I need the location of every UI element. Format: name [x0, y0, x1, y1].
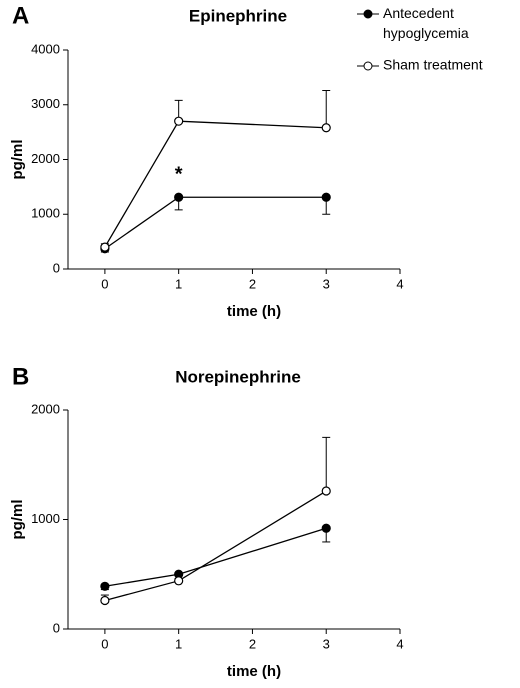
series-line — [104, 196, 327, 250]
legend-marker — [363, 9, 373, 19]
y-tick-label: 4000 — [31, 41, 60, 56]
x-tick-label: 4 — [396, 276, 403, 291]
chart-title: Epinephrine — [189, 6, 287, 25]
annotation: * — [175, 164, 183, 186]
series-line — [104, 490, 327, 602]
data-point — [174, 116, 184, 126]
panel-label: A — [12, 2, 29, 29]
series-line — [104, 120, 327, 248]
data-point — [100, 581, 110, 591]
x-tick-label: 0 — [101, 636, 108, 651]
x-tick-label: 2 — [249, 636, 256, 651]
x-tick-label: 0 — [101, 276, 108, 291]
x-tick-label: 2 — [249, 276, 256, 291]
data-point — [174, 192, 184, 202]
x-axis-label: time (h) — [227, 663, 281, 680]
chart-title: Norepinephrine — [175, 367, 301, 386]
y-tick-label: 1000 — [31, 511, 60, 526]
y-axis-label: pg/ml — [9, 500, 26, 540]
series-line — [104, 527, 327, 587]
data-point — [321, 523, 331, 533]
panel-label: B — [12, 363, 29, 390]
data-point — [321, 192, 331, 202]
legend-marker — [363, 61, 373, 71]
y-tick-label: 0 — [53, 260, 60, 275]
y-axis-label: pg/ml — [9, 140, 26, 180]
legend-label: Antecedent hypoglycemia — [383, 5, 469, 41]
y-tick-label: 2000 — [31, 151, 60, 166]
data-point — [100, 242, 110, 252]
data-point — [174, 576, 184, 586]
y-tick-label: 0 — [53, 620, 60, 635]
y-tick-label: 2000 — [31, 401, 60, 416]
data-point — [100, 595, 110, 606]
y-tick-label: 1000 — [31, 206, 60, 221]
x-tick-label: 4 — [396, 636, 403, 651]
data-point — [321, 123, 331, 133]
data-point — [321, 486, 331, 496]
x-tick-label: 3 — [323, 636, 330, 651]
x-tick-label: 1 — [175, 636, 182, 651]
y-tick-label: 3000 — [31, 96, 60, 111]
x-tick-label: 3 — [323, 276, 330, 291]
legend-label: Sham treatment — [383, 57, 483, 73]
x-axis-label: time (h) — [227, 303, 281, 320]
x-tick-label: 1 — [175, 276, 182, 291]
